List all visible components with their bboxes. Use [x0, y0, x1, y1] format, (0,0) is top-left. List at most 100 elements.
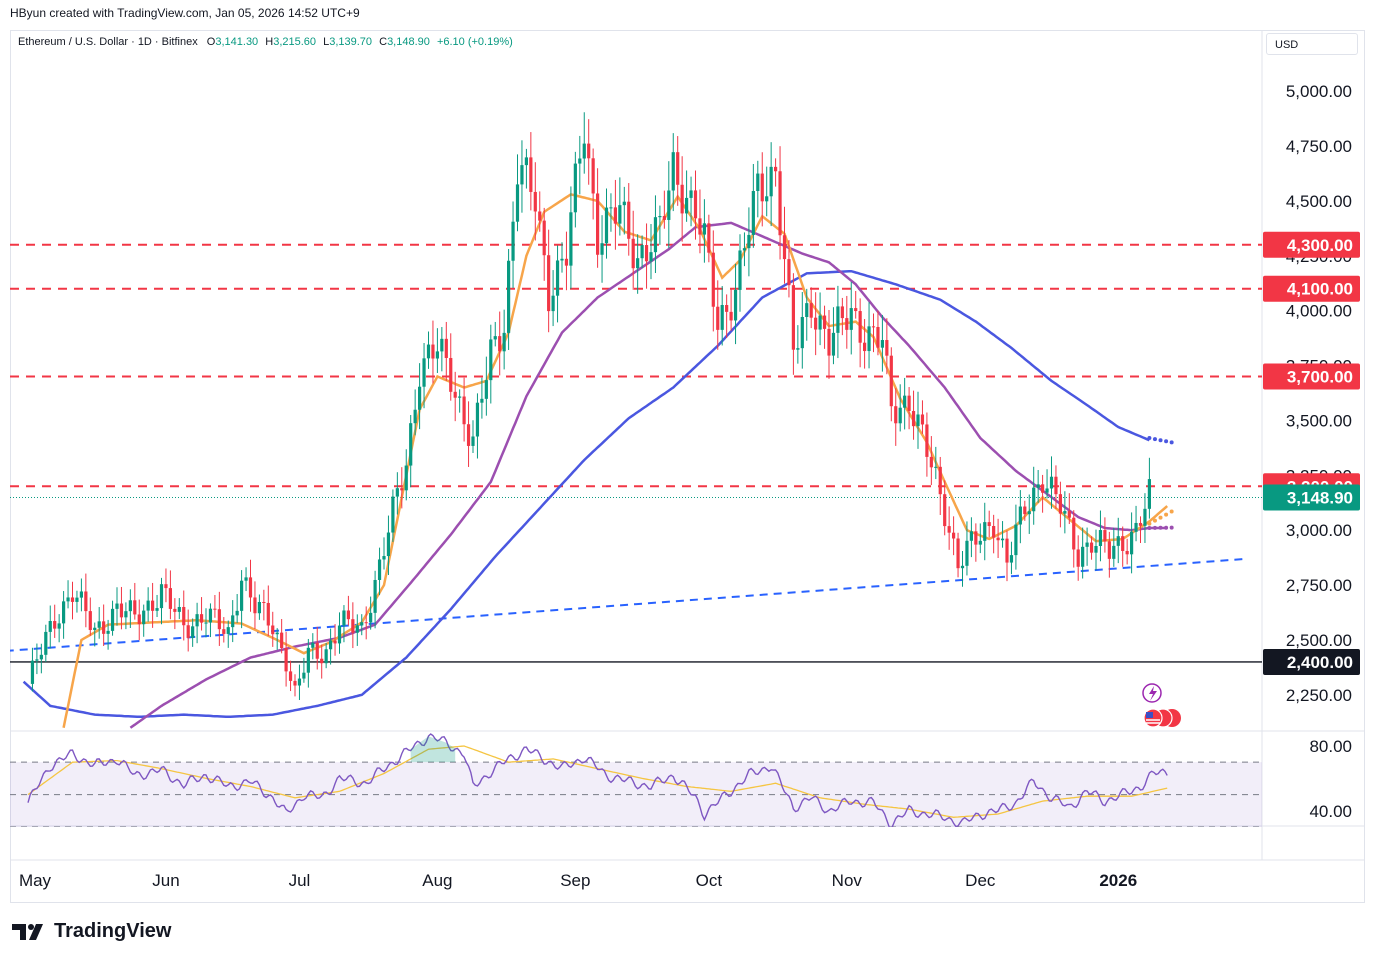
candle-body[interactable]: [128, 600, 132, 612]
candle-body[interactable]: [787, 259, 791, 286]
candle-body[interactable]: [952, 532, 956, 539]
candle-body[interactable]: [934, 466, 938, 468]
candle-body[interactable]: [1089, 542, 1094, 553]
candle-body[interactable]: [1112, 545, 1116, 559]
candle-body[interactable]: [53, 621, 57, 629]
candle-body[interactable]: [600, 243, 604, 255]
candle-body[interactable]: [863, 342, 867, 352]
candle-body[interactable]: [983, 522, 987, 541]
candle-body[interactable]: [791, 285, 795, 350]
candle-body[interactable]: [217, 609, 221, 630]
candle-body[interactable]: [507, 260, 511, 333]
candle-body[interactable]: [186, 625, 190, 638]
candle-body[interactable]: [413, 409, 417, 424]
ema-slow-line[interactable]: [22, 269, 1150, 719]
candle-body[interactable]: [124, 611, 128, 618]
candle-body[interactable]: [1134, 522, 1138, 532]
candle-body[interactable]: [916, 414, 920, 427]
candle-body[interactable]: [760, 173, 764, 202]
candle-body[interactable]: [1138, 522, 1143, 526]
candle-body[interactable]: [231, 615, 235, 628]
candle-body[interactable]: [827, 328, 831, 356]
candle-body[interactable]: [520, 165, 524, 185]
candle-body[interactable]: [560, 258, 564, 261]
candle-body[interactable]: [369, 612, 373, 623]
candle-body[interactable]: [355, 625, 359, 633]
candle-body[interactable]: [511, 221, 515, 261]
candle-body[interactable]: [208, 608, 213, 623]
candle-body[interactable]: [555, 260, 560, 296]
candle-body[interactable]: [831, 332, 836, 356]
candle-body[interactable]: [569, 212, 573, 266]
level-badge-bg[interactable]: [1263, 275, 1360, 302]
candle-body[interactable]: [693, 190, 698, 219]
candle-body[interactable]: [302, 672, 306, 679]
candle-body[interactable]: [271, 625, 275, 635]
candle-body[interactable]: [876, 326, 880, 348]
candle-body[interactable]: [929, 456, 933, 468]
candle-body[interactable]: [925, 424, 929, 457]
candle-body[interactable]: [742, 248, 747, 251]
symbol-name[interactable]: Ethereum / U.S. Dollar · 1D · Bitfinex: [18, 36, 198, 48]
candle-body[interactable]: [818, 315, 822, 330]
candle-body[interactable]: [235, 610, 239, 616]
candle-body[interactable]: [475, 402, 480, 437]
candle-body[interactable]: [1107, 541, 1111, 559]
candle-body[interactable]: [306, 647, 310, 673]
candle-body[interactable]: [440, 338, 444, 352]
candle-body[interactable]: [542, 220, 546, 256]
candle-body[interactable]: [578, 158, 582, 164]
candle-body[interactable]: [725, 305, 729, 312]
candle-body[interactable]: [938, 466, 942, 495]
candle-body[interactable]: [1081, 546, 1085, 567]
candle-body[interactable]: [151, 600, 155, 611]
candle-body[interactable]: [587, 143, 591, 159]
candle-body[interactable]: [364, 622, 368, 624]
candle-body[interactable]: [907, 395, 911, 411]
candle-body[interactable]: [622, 201, 626, 206]
candle-body[interactable]: [974, 531, 978, 545]
candle-body[interactable]: [903, 395, 907, 408]
candle-body[interactable]: [1027, 511, 1031, 515]
candle-body[interactable]: [800, 316, 804, 349]
candle-body[interactable]: [146, 600, 150, 611]
candle-body[interactable]: [805, 303, 809, 317]
candle-body[interactable]: [293, 680, 297, 686]
candle-body[interactable]: [1085, 542, 1089, 547]
candle-body[interactable]: [1058, 494, 1062, 514]
candle-body[interactable]: [502, 332, 506, 352]
candle-body[interactable]: [747, 234, 751, 249]
candle-body[interactable]: [1032, 487, 1036, 512]
candle-body[interactable]: [1116, 536, 1120, 546]
candle-body[interactable]: [102, 621, 106, 634]
candle-body[interactable]: [404, 465, 408, 491]
candle-body[interactable]: [391, 496, 395, 533]
candle-body[interactable]: [253, 597, 257, 614]
candle-body[interactable]: [1054, 476, 1058, 495]
candle-body[interactable]: [711, 252, 715, 307]
candle-body[interactable]: [644, 245, 649, 262]
candle-body[interactable]: [547, 255, 551, 312]
candle-body[interactable]: [195, 614, 199, 627]
candle-body[interactable]: [636, 258, 640, 269]
candle-body[interactable]: [662, 216, 666, 220]
candle-body[interactable]: [1072, 517, 1076, 550]
candle-body[interactable]: [751, 191, 755, 235]
candle-body[interactable]: [489, 339, 493, 381]
last-price-badge-bg[interactable]: [1263, 484, 1360, 511]
candle-body[interactable]: [431, 344, 435, 359]
rsi-line[interactable]: [27, 733, 1168, 829]
candle-body[interactable]: [680, 184, 684, 214]
candle-body[interactable]: [738, 250, 742, 290]
candle-body[interactable]: [1094, 545, 1098, 553]
candle-body[interactable]: [1049, 476, 1054, 489]
candle-body[interactable]: [400, 488, 404, 491]
candle-body[interactable]: [564, 258, 569, 266]
candle-body[interactable]: [458, 396, 462, 398]
candle-body[interactable]: [333, 640, 337, 644]
candle-body[interactable]: [729, 311, 733, 321]
candle-body[interactable]: [858, 311, 862, 343]
candle-body[interactable]: [480, 398, 484, 403]
candle-body[interactable]: [48, 621, 52, 632]
candle-body[interactable]: [62, 601, 66, 624]
